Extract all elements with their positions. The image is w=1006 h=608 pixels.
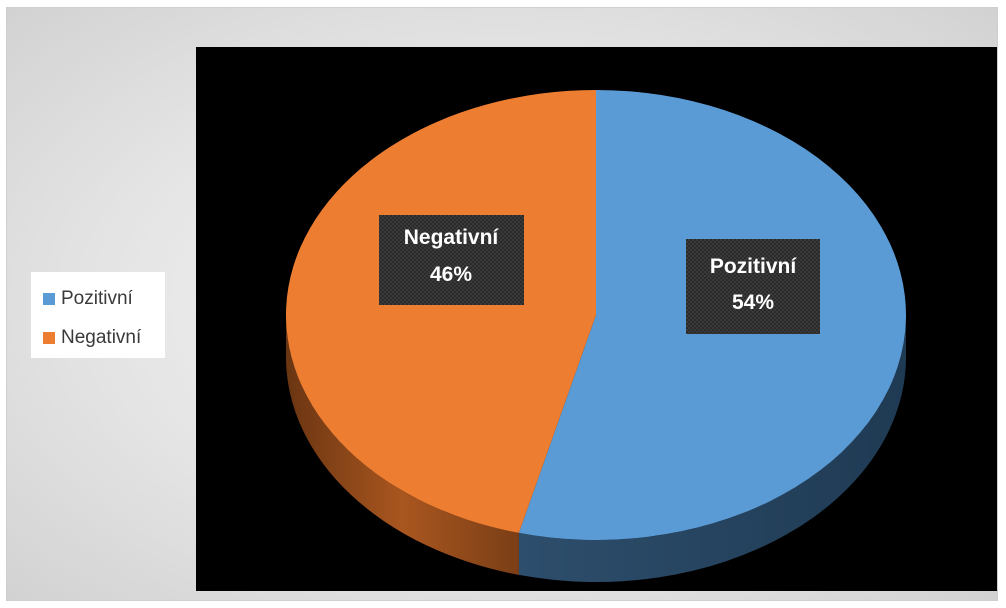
legend-label-positive: Pozitivní xyxy=(61,288,133,309)
pie-side-negative xyxy=(286,315,519,575)
legend-item-positive: Pozitivní xyxy=(43,288,133,310)
data-label-negative: Negativní 46% xyxy=(379,215,524,305)
pie-side-positive xyxy=(518,315,906,582)
plot-area: Negativní 46% Pozitivní 54% xyxy=(196,47,997,591)
data-label-positive: Pozitivní 54% xyxy=(686,239,820,334)
chart-frame: Pozitivní Negativní xyxy=(7,8,997,600)
pie-sides xyxy=(286,315,906,582)
pie-chart: Negativní 46% Pozitivní 54% xyxy=(285,90,906,582)
data-label-positive-name: Pozitivní xyxy=(710,255,798,278)
legend-item-negative: Negativní xyxy=(43,327,141,349)
chart-legend: Pozitivní Negativní xyxy=(31,272,165,358)
legend-label-negative: Negativní xyxy=(61,327,142,348)
data-label-negative-name: Negativní xyxy=(404,226,500,249)
data-label-negative-value: 46% xyxy=(430,263,472,286)
data-label-positive-value: 54% xyxy=(732,291,774,314)
data-label-positive-box xyxy=(686,239,820,334)
data-label-negative-box xyxy=(379,215,524,305)
legend-swatch-positive xyxy=(43,293,55,305)
legend-swatch-negative xyxy=(43,332,55,344)
pie-slice-negative xyxy=(285,90,596,533)
